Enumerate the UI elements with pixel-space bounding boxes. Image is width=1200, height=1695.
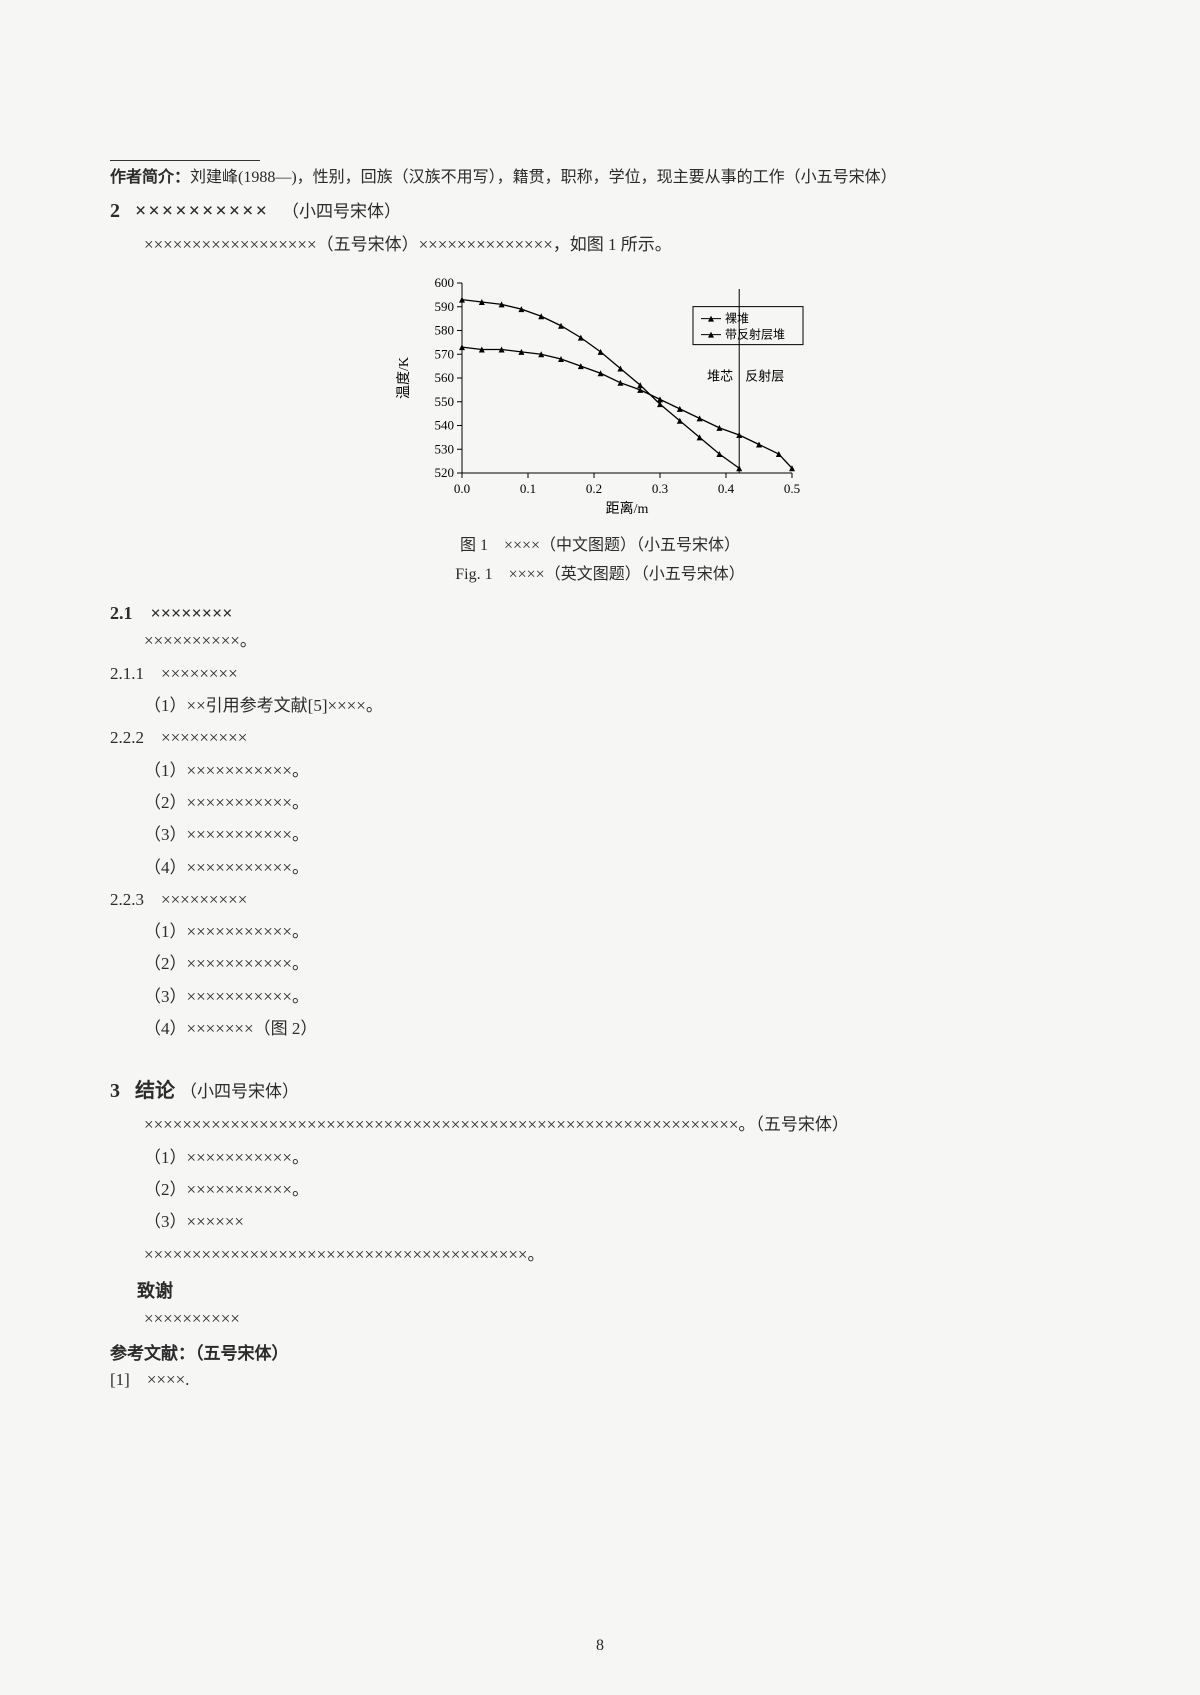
svg-text:反射层: 反射层 [745,368,784,383]
separator [110,160,260,161]
svg-text:550: 550 [435,394,455,409]
svg-text:0.1: 0.1 [520,481,536,496]
svg-text:600: 600 [435,275,455,290]
section-2-1-title: 2.1 ×××××××× [110,599,1090,625]
svg-text:裸堆: 裸堆 [725,311,749,326]
section-2-para: ××××××××××××××××××（五号宋体）××××××××××××××，如… [110,229,1090,261]
figure-1: 520 530 540 550 560 570 580 590 600 0.0 0.1 0.2 0.3 0… [110,271,1090,526]
section-3-i1: （1）×××××××××××。 [144,1142,1090,1174]
ack-title: 致谢 [137,1277,1090,1303]
section-3-title: 3 结论 （小四号宋体） [110,1073,1090,1109]
svg-text:0.2: 0.2 [586,481,602,496]
section-2-1-body: ××××××××××。 [144,625,1090,657]
section-3-num: 3 [110,1080,120,1102]
section-2-2-3-title: 2.2.3 ××××××××× [110,884,1090,916]
svg-text:0.3: 0.3 [652,481,668,496]
svg-text:520: 520 [435,465,455,480]
section-2-2-2-title: 2.2.2 ××××××××× [110,722,1090,754]
reference-item-1: [1] ××××. [110,1364,1090,1396]
svg-text:590: 590 [435,299,455,314]
section-2-1-1-item1: （1）××引用参考文献[5]××××。 [144,690,1090,722]
section-2-xx: ×××××××××× [135,200,269,222]
ack-body: ×××××××××× [144,1303,1090,1335]
section-3-note: （小四号宋体） [180,1082,299,1101]
section-2-note: （小四号宋体） [282,202,401,221]
svg-text:580: 580 [435,322,455,337]
section-2-title: 2 ×××××××××× （小四号宋体） [110,193,1090,229]
svg-text:堆芯: 堆芯 [707,368,733,383]
section-2-2-2-i4: （4）×××××××××××。 [144,852,1090,884]
section-2-2-3-i2: （2）×××××××××××。 [144,948,1090,980]
section-3-tail: ××××××××××××××××××××××××××××××××××××××××… [144,1239,1090,1271]
figure-1-chart: 520 530 540 550 560 570 580 590 600 0.0 0.1 0.2 0.3 0… [390,271,810,521]
page-number: 8 [0,1637,1200,1655]
section-2-2-2-i3: （3）×××××××××××。 [144,819,1090,851]
section-2-1-1-title: 2.1.1 ×××××××× [110,658,1090,690]
svg-text:0.0: 0.0 [454,481,470,496]
svg-text:0.5: 0.5 [784,481,800,496]
section-3-i3: （3）×××××× [144,1206,1090,1238]
section-3-i2: （2）×××××××××××。 [144,1174,1090,1206]
section-2-2-3-i4: （4）×××××××（图 2） [144,1013,1090,1045]
svg-text:距离/m: 距离/m [606,500,649,517]
references-title: 参考文献： [110,1344,195,1363]
figure-1-caption-cn: 图 1 ××××（中文图题）（小五号宋体） [110,532,1090,561]
section-3-para: ××××××××××××××××××××××××××××××××××××××××… [110,1109,1090,1141]
svg-text:530: 530 [435,441,455,456]
figure-1-caption-en: Fig. 1 ××××（英文图题）（小五号宋体） [110,561,1090,590]
svg-text:540: 540 [435,417,455,432]
author-intro: 作者简介：刘建峰(1988—)，性别，回族（汉族不用写），籍贯，职称，学位，现主… [110,165,1090,191]
section-2-2-3-i3: （3）×××××××××××。 [144,981,1090,1013]
section-2-2-2-i1: （1）×××××××××××。 [144,755,1090,787]
section-2-2-3-i1: （1）×××××××××××。 [144,916,1090,948]
author-intro-text: 刘建峰(1988—)，性别，回族（汉族不用写），籍贯，职称，学位，现主要从事的工… [190,169,897,186]
svg-text:温度/K: 温度/K [396,357,412,399]
svg-text:0.4: 0.4 [718,481,735,496]
section-3-head: 结论 [135,1080,175,1102]
author-intro-label: 作者简介： [110,169,190,186]
svg-text:570: 570 [435,346,455,361]
references-note: （五号宋体） [195,1344,289,1363]
section-2-2-2-i2: （2）×××××××××××。 [144,787,1090,819]
section-2-num: 2 [110,200,120,222]
svg-text:带反射层堆: 带反射层堆 [725,327,785,342]
svg-text:560: 560 [435,370,455,385]
